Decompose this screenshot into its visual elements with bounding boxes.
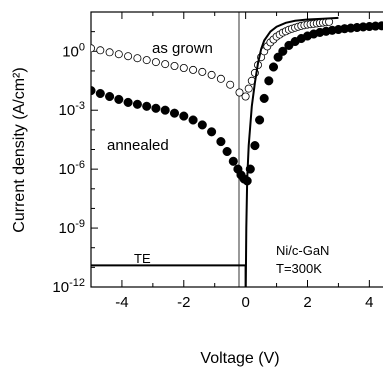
x-tick-label-0: -4 [115,294,128,311]
axis-tick-labels: -4 -2 0 2 4 100 10-3 10-6 10-9 10-12 [52,41,373,311]
data-point-as-grown [235,88,244,97]
data-point-as-grown [114,50,123,59]
data-point-annealed [132,99,142,109]
data-point-annealed [105,91,115,102]
series-as-grown [91,17,334,101]
data-point-as-grown [207,70,216,79]
y-tick-label-2: 10-6 [59,159,85,178]
data-point-annealed [91,86,96,96]
data-point-annealed [255,115,265,125]
x-tick-label-4: 4 [365,294,373,311]
data-point-annealed [123,97,133,107]
data-point-annealed [160,105,170,115]
annotation-te: TE [134,251,151,266]
data-point-annealed [95,88,105,99]
data-point-as-grown [105,48,114,57]
annotation-temperature: T=300K [276,261,322,276]
data-point-annealed [179,111,189,121]
data-point-as-grown [133,54,142,63]
data-point-annealed [278,46,288,56]
data-point-annealed [142,101,152,111]
data-point-as-grown [244,84,253,93]
data-point-as-grown [226,80,235,89]
data-point-as-grown [241,92,250,101]
data-point-annealed [207,127,217,137]
series-annealed [91,21,383,186]
series-te [91,16,339,287]
data-point-annealed [228,156,238,166]
data-point-as-grown [189,65,198,74]
y-tick-label-4: 10-12 [52,277,85,296]
data-point-annealed [188,115,198,125]
x-axis-title: Voltage (V) [200,350,279,367]
data-point-as-grown [216,74,225,83]
data-point-annealed [151,103,161,113]
data-point-annealed [114,94,124,104]
y-tick-label-3: 10-9 [59,218,85,237]
series-line-te [91,16,339,287]
data-point-as-grown [91,44,95,53]
y-axis-title: Current density (A/cm²) [11,67,28,232]
x-tick-label-1: -2 [177,294,190,311]
data-point-as-grown [96,46,105,55]
data-point-as-grown [142,56,151,65]
data-point-annealed [222,146,232,157]
data-point-as-grown [124,52,133,61]
y-tick-label-1: 10-3 [59,100,85,119]
data-point-annealed [216,137,226,147]
annotation-sample: Ni/c-GaN [276,243,329,258]
data-point-as-grown [161,60,170,69]
data-point-annealed [197,120,207,130]
annotation-as-grown: as grown [152,40,213,57]
data-point-as-grown [198,67,207,76]
data-point-annealed [169,108,180,118]
y-tick-label-0: 100 [62,41,85,60]
annotation-annealed: annealed [107,137,169,154]
data-point-as-grown [151,58,160,67]
x-tick-label-3: 2 [303,294,311,311]
data-point-as-grown [170,62,179,71]
data-point-annealed [377,21,383,31]
series-layer [91,16,383,287]
x-tick-label-2: 0 [241,294,249,311]
data-point-annealed [268,62,279,72]
data-point-annealed [250,141,260,151]
data-point-as-grown [179,64,188,73]
data-point-annealed [259,93,269,103]
data-point-annealed [264,76,274,86]
